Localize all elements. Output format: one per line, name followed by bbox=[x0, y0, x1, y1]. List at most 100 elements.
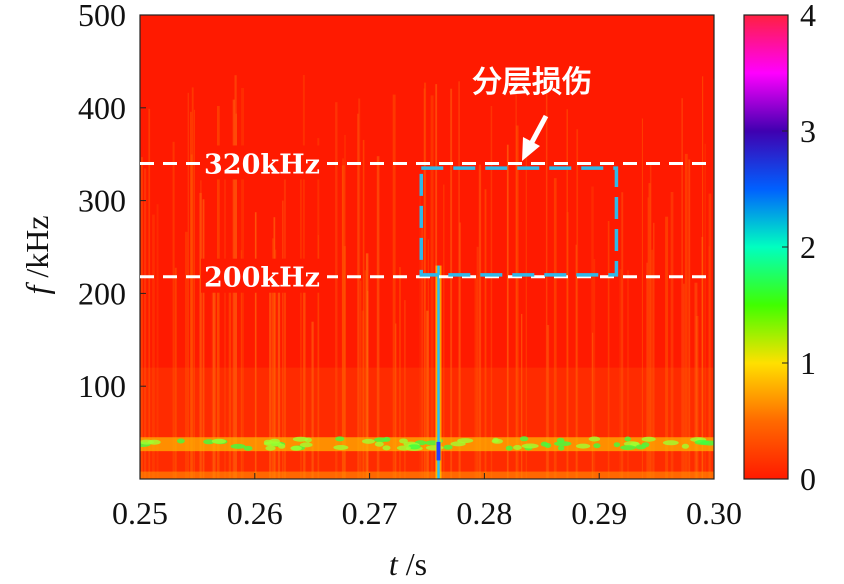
texture-streak bbox=[704, 143, 706, 479]
texture-streak bbox=[395, 323, 397, 479]
texture-streak bbox=[277, 262, 281, 479]
band-speckle bbox=[140, 439, 154, 445]
baseline-strip bbox=[140, 471, 714, 479]
band-speckle bbox=[457, 438, 474, 444]
texture-streak bbox=[269, 277, 272, 479]
texture-streak bbox=[357, 113, 359, 479]
texture-streak bbox=[545, 78, 548, 479]
texture-streak bbox=[430, 95, 434, 479]
band-speckle bbox=[399, 438, 408, 444]
texture-streak bbox=[343, 246, 346, 479]
band-speckle bbox=[333, 445, 349, 450]
texture-streak bbox=[619, 269, 622, 479]
texture-streak bbox=[450, 88, 453, 479]
texture-streak bbox=[649, 164, 652, 479]
band-speckle bbox=[278, 443, 286, 449]
band-speckle bbox=[265, 445, 276, 451]
damage-label: 分层损伤 bbox=[472, 65, 592, 100]
texture-streak bbox=[392, 94, 396, 479]
texture-streak bbox=[303, 278, 306, 479]
texture-streak bbox=[174, 267, 177, 479]
hline-label-0: 320kHz bbox=[204, 149, 320, 180]
colorbar bbox=[743, 14, 789, 480]
band-speckle bbox=[177, 438, 185, 444]
x-tick-label: 0.25 bbox=[112, 495, 168, 531]
band-speckle bbox=[593, 443, 601, 449]
damage-box-layer: 分层损伤 bbox=[419, 65, 619, 277]
band-speckle bbox=[362, 438, 375, 444]
texture-streak bbox=[575, 244, 577, 479]
texture-streak bbox=[341, 166, 344, 479]
texture-streak bbox=[478, 164, 482, 479]
texture-streak bbox=[404, 300, 406, 479]
texture-streak bbox=[156, 204, 159, 479]
texture-streak bbox=[681, 98, 683, 479]
texture-streak bbox=[525, 148, 527, 479]
texture-streak bbox=[576, 129, 579, 479]
texture-streak bbox=[695, 316, 699, 479]
band-speckle bbox=[396, 445, 411, 451]
texture-streak bbox=[708, 246, 710, 479]
band-speckle bbox=[382, 445, 391, 451]
texture-streak bbox=[317, 138, 320, 479]
texture-streak bbox=[592, 332, 594, 479]
texture-streak bbox=[546, 325, 550, 479]
texture-streak bbox=[421, 220, 423, 479]
band-speckle bbox=[300, 442, 313, 448]
texture-streak bbox=[190, 154, 193, 479]
plot-frame bbox=[139, 14, 715, 480]
texture-streak bbox=[670, 192, 674, 479]
texture-streak bbox=[708, 193, 712, 479]
texture-streak bbox=[342, 158, 344, 479]
texture-streak bbox=[272, 238, 275, 479]
texture-streak bbox=[376, 156, 380, 479]
colorbar-tick-label: 4 bbox=[800, 0, 816, 33]
texture-streak bbox=[213, 264, 216, 479]
colorbar-tick-label: 1 bbox=[800, 345, 816, 381]
y-axis-label: f /kHz bbox=[19, 215, 55, 294]
texture-streak bbox=[211, 281, 215, 479]
x-tick-label: 0.30 bbox=[686, 495, 742, 531]
y-tick-label: 200 bbox=[78, 275, 126, 311]
texture-streak bbox=[591, 186, 594, 479]
texture-streak bbox=[646, 262, 648, 479]
texture-streak bbox=[240, 250, 243, 479]
texture-streak bbox=[474, 275, 478, 479]
texture-streak bbox=[367, 290, 369, 479]
texture-streak bbox=[317, 235, 319, 479]
band-speckle bbox=[505, 445, 513, 451]
texture-streak bbox=[199, 192, 202, 479]
texture-streak bbox=[553, 178, 557, 479]
texture-streak bbox=[274, 249, 277, 479]
band-speckle bbox=[620, 445, 636, 451]
texture-streak bbox=[271, 290, 274, 479]
texture-streak bbox=[521, 313, 523, 479]
texture-streak bbox=[224, 160, 226, 479]
texture-streak bbox=[273, 217, 276, 479]
x-tick-label: 0.27 bbox=[342, 495, 398, 531]
damage-box bbox=[419, 166, 619, 277]
texture-streak bbox=[273, 267, 276, 479]
spectrogram-texture bbox=[140, 75, 714, 479]
arrow-head bbox=[522, 137, 540, 161]
texture-streak bbox=[427, 239, 429, 479]
texture-streak bbox=[365, 253, 369, 479]
y-tick-label: 100 bbox=[78, 368, 126, 404]
band-speckle bbox=[613, 442, 621, 448]
band-speckle bbox=[374, 441, 384, 447]
x-axis-label: t /s bbox=[389, 546, 427, 582]
texture-streak bbox=[419, 194, 421, 479]
band-speckle bbox=[662, 440, 679, 446]
texture-streak bbox=[362, 139, 365, 479]
band-speckle bbox=[203, 439, 215, 445]
texture-streak bbox=[202, 199, 205, 479]
x-tick-label: 0.26 bbox=[227, 495, 283, 531]
texture-streak bbox=[284, 278, 286, 479]
texture-streak bbox=[665, 216, 669, 479]
band-speckle bbox=[243, 445, 253, 451]
band-speckle bbox=[290, 445, 302, 451]
impulse-core bbox=[436, 441, 441, 461]
texture-streak bbox=[311, 321, 314, 479]
x-tick-label: 0.28 bbox=[456, 495, 512, 531]
band-speckle bbox=[641, 442, 650, 448]
